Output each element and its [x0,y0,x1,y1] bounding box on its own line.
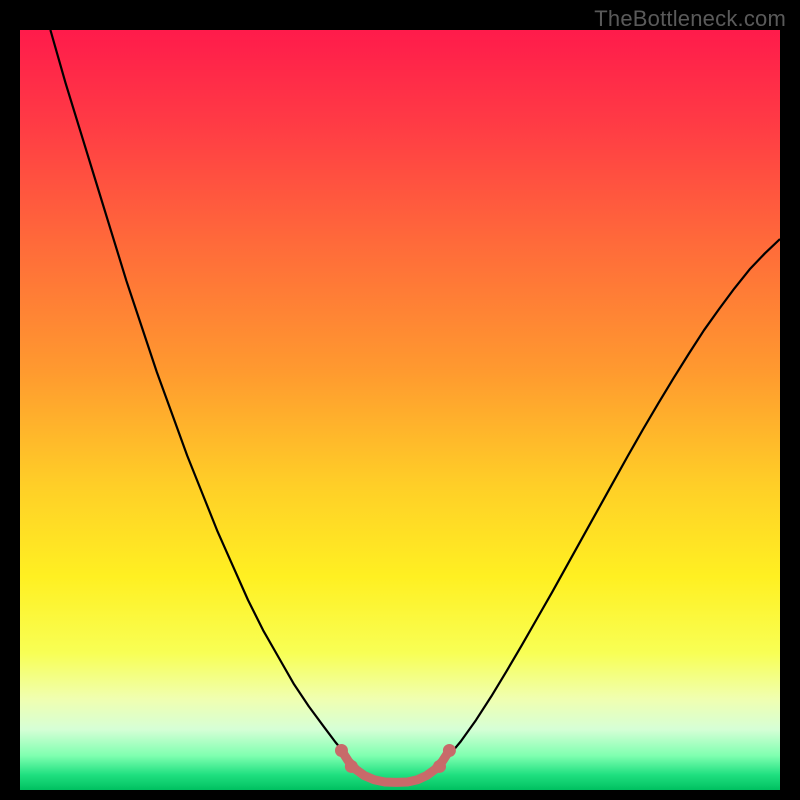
chart-frame: TheBottleneck.com [0,0,800,800]
chart-svg [20,30,780,790]
watermark-text: TheBottleneck.com [594,6,786,32]
valley-marker [433,760,446,773]
valley-marker [345,760,358,773]
valley-marker [443,744,456,757]
valley-marker [335,744,348,757]
plot-area [20,30,780,790]
gradient-background [20,30,780,790]
